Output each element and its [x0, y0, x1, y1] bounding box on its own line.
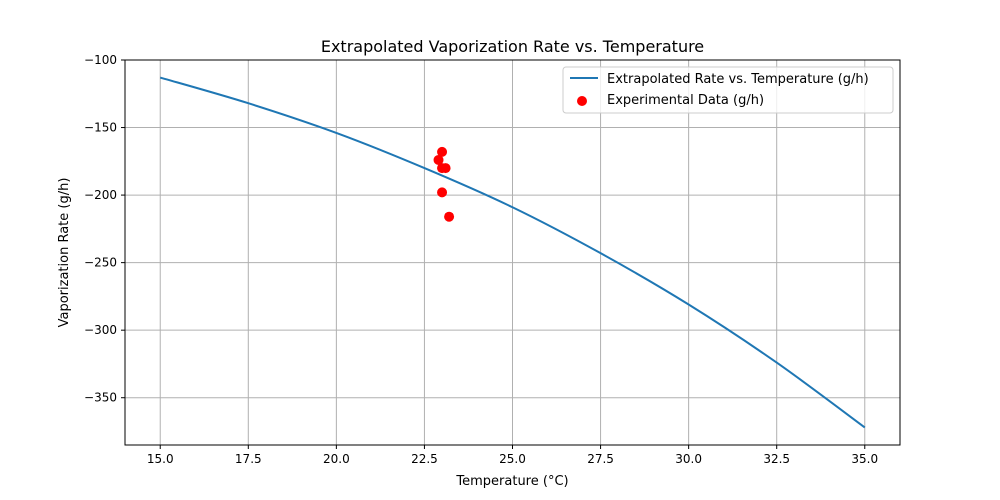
x-tick-label: 22.5 [411, 452, 438, 466]
x-tick-label: 30.0 [675, 452, 702, 466]
x-tick-label: 25.0 [499, 452, 526, 466]
legend-label-scatter: Experimental Data (g/h) [607, 93, 764, 108]
chart-title: Extrapolated Vaporization Rate vs. Tempe… [321, 37, 704, 56]
y-axis-label: Vaporization Rate (g/h) [57, 178, 72, 328]
scatter-point-experimental [440, 163, 451, 174]
y-tick-label: −250 [84, 256, 117, 270]
scatter-point-experimental [437, 187, 448, 198]
x-tick-label: 32.5 [763, 452, 790, 466]
scatter-point-experimental [437, 146, 448, 157]
legend-label-line: Extrapolated Rate vs. Temperature (g/h) [607, 72, 869, 87]
y-tick-label: −300 [84, 323, 117, 337]
plot-series [159, 76, 866, 429]
scatter-point-experimental [433, 154, 444, 165]
y-tick-label: −200 [84, 188, 117, 202]
axis-ticks: 15.0 17.5 20.0 22.5 25.0 27.5 30.0 32.5 35.0 −100… [84, 53, 878, 466]
x-tick-label: 15.0 [147, 452, 174, 466]
x-tick-label: 27.5 [587, 452, 614, 466]
y-tick-label: −100 [84, 53, 117, 67]
x-tick-label: 17.5 [235, 452, 262, 466]
x-tick-label: 20.0 [323, 452, 350, 466]
y-tick-label: −150 [84, 121, 117, 135]
scatter-point-experimental [444, 211, 455, 222]
legend: Extrapolated Rate vs. Temperature (g/h) … [562, 66, 894, 114]
legend-box [562, 66, 894, 114]
x-tick-label: 35.0 [851, 452, 878, 466]
series-line-extrapolated-rate [159, 76, 866, 429]
y-tick-label: −350 [84, 391, 117, 405]
legend-scatter-swatch [577, 96, 587, 106]
x-axis-label: Temperature (°C) [455, 474, 568, 489]
